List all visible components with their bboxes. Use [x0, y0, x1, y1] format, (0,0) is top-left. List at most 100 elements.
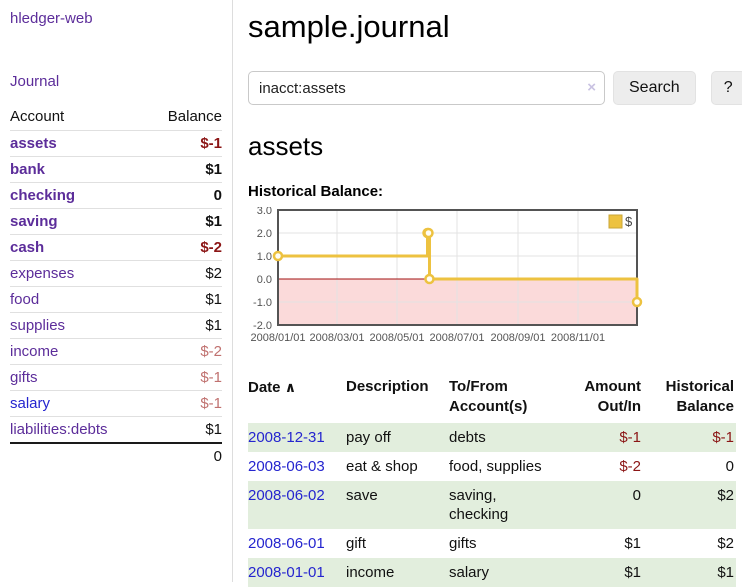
page-title: sample.journal [248, 9, 450, 44]
transaction-description: gift [346, 535, 367, 552]
account-link-cash[interactable]: cash [10, 239, 45, 256]
transaction-description: income [346, 564, 395, 581]
account-balance: $-1 [146, 364, 222, 391]
historical-balance-chart: $3.0 2.0 1.0 0.0 -1.0 -2.0 2008/01/01 2008/03/0… [248, 205, 736, 355]
transaction-balance: $1 [717, 564, 734, 581]
date-link[interactable]: 2008-06-02 [248, 487, 325, 504]
account-heading: assets [248, 131, 324, 161]
register-header-description: Description [346, 378, 429, 395]
account-balance: $1 [146, 286, 222, 313]
account-link-supplies[interactable]: supplies [10, 317, 66, 334]
clear-search-icon[interactable]: × [587, 79, 596, 96]
transaction-description: eat & shop [346, 458, 418, 475]
account-link-assets[interactable]: assets [10, 135, 57, 152]
main-content: sample.journal × Search ? assets Histori… [248, 0, 742, 587]
register-header-balance: Historical Balance [665, 378, 734, 415]
register-header-amount: Amount Out/In [584, 378, 641, 415]
transaction-description: pay off [346, 429, 391, 446]
transaction-balance: $-1 [712, 429, 734, 446]
transaction-row: 2008-12-31 pay off debts $-1 $-1 [248, 423, 736, 452]
app-brand-link[interactable]: hledger-web [10, 10, 93, 27]
transaction-balance: $2 [717, 487, 734, 504]
transaction-accounts: debts [449, 429, 486, 446]
svg-text:0.0: 0.0 [257, 274, 272, 286]
transaction-row: 2008-06-01 gift gifts $1 $2 [248, 529, 736, 558]
sidebar-item-journal[interactable]: Journal [10, 73, 60, 90]
svg-text:2008/09/01: 2008/09/01 [490, 332, 545, 344]
search-button[interactable]: Search [613, 71, 696, 105]
transaction-amount: $-1 [619, 429, 641, 446]
account-balance: $2 [146, 260, 222, 287]
svg-text:-1.0: -1.0 [253, 297, 272, 309]
svg-text:2008/07/01: 2008/07/01 [429, 332, 484, 344]
svg-text:3.0: 3.0 [257, 207, 272, 217]
transaction-accounts: gifts [449, 535, 477, 552]
account-balance: $-1 [146, 130, 222, 157]
register-header-date[interactable]: Date ∧ [248, 379, 297, 396]
account-row: expenses $2 [10, 260, 222, 287]
account-link-saving[interactable]: saving [10, 213, 58, 230]
account-balance: 0 [146, 182, 222, 209]
accounts-header-account: Account [10, 108, 65, 125]
transaction-balance: 0 [725, 458, 734, 475]
account-link-expenses[interactable]: expenses [10, 265, 75, 282]
register-header-accounts: To/From Account(s) [449, 378, 528, 415]
svg-text:2008/11/01: 2008/11/01 [551, 332, 605, 344]
transaction-accounts: food, supplies [449, 458, 542, 475]
transaction-accounts: salary [449, 564, 490, 581]
account-link-bank[interactable]: bank [10, 161, 46, 178]
account-row: income $-2 [10, 338, 222, 365]
transaction-amount: 0 [632, 487, 641, 504]
account-link-income[interactable]: income [10, 343, 59, 360]
search-input[interactable] [248, 71, 605, 105]
account-row: gifts $-1 [10, 364, 222, 391]
svg-text:2.0: 2.0 [257, 228, 272, 240]
register-header-row: Date ∧ Description To/From Account(s) Am… [248, 373, 736, 423]
svg-text:2008/01/01: 2008/01/01 [250, 332, 305, 344]
svg-text:$: $ [625, 214, 633, 229]
date-link[interactable]: 2008-12-31 [248, 429, 325, 446]
transaction-amount: $1 [624, 564, 641, 581]
accounts-table-header: Account Balance [10, 105, 222, 131]
accounts-total-row: 0 [10, 442, 222, 469]
transaction-description: save [346, 487, 378, 504]
account-balance: $1 [146, 416, 222, 443]
account-balance: $1 [146, 156, 222, 183]
account-row: checking 0 [10, 182, 222, 209]
svg-text:2008/03/01: 2008/03/01 [309, 332, 364, 344]
account-row: liabilities:debts $1 [10, 416, 222, 443]
account-row: food $1 [10, 286, 222, 313]
transaction-amount: $1 [624, 535, 641, 552]
accounts-table: Account Balance assets $-1 bank $1 checking 0… [10, 105, 222, 469]
account-link-food[interactable]: food [10, 291, 40, 308]
svg-text:-2.0: -2.0 [253, 320, 272, 332]
account-row: supplies $1 [10, 312, 222, 339]
account-link-liabilities-debts[interactable]: liabilities:debts [10, 421, 108, 438]
date-link[interactable]: 2008-06-01 [248, 535, 325, 552]
help-button[interactable]: ? [710, 71, 742, 105]
transaction-row: 2008-06-03 eat & shop food, supplies $-2 0 [248, 452, 736, 481]
account-balance: $1 [146, 208, 222, 235]
account-link-gifts[interactable]: gifts [10, 369, 38, 386]
date-link[interactable]: 2008-01-01 [248, 564, 325, 581]
account-row: salary $-1 [10, 390, 222, 417]
sidebar: hledger-web Journal Account Balance asse… [0, 0, 233, 582]
account-balance: $-2 [146, 338, 222, 365]
account-link-checking[interactable]: checking [10, 187, 76, 204]
account-row: saving $1 [10, 208, 222, 235]
account-link-salary[interactable]: salary [10, 395, 51, 412]
chart-title: Historical Balance: [248, 183, 384, 200]
account-balance: $-1 [146, 390, 222, 417]
transaction-row: 2008-01-01 income salary $1 $1 [248, 558, 736, 587]
transaction-row: 2008-06-02 save saving, checking 0 $2 [248, 481, 736, 529]
transaction-balance: $2 [717, 535, 734, 552]
accounts-header-balance: Balance [167, 108, 222, 125]
transaction-accounts: saving, checking [449, 487, 509, 523]
accounts-total-spacer [10, 442, 147, 469]
search-bar: × Search ? [248, 71, 742, 105]
transaction-amount: $-2 [619, 458, 641, 475]
date-link[interactable]: 2008-06-03 [248, 458, 325, 475]
account-row: cash $-2 [10, 234, 222, 261]
svg-text:2008/05/01: 2008/05/01 [369, 332, 424, 344]
